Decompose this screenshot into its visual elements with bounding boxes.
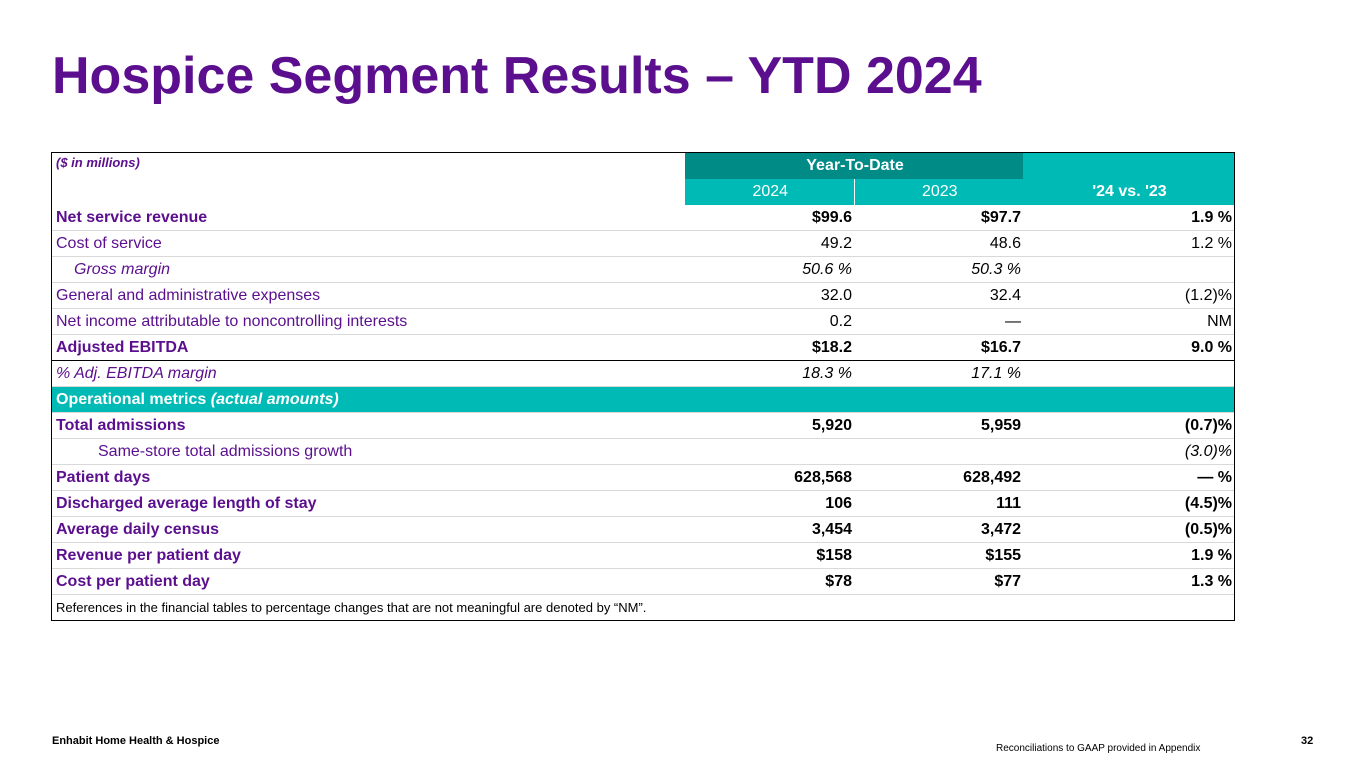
value-change: 1.9 %	[1023, 205, 1235, 231]
operational-metrics-section-header: Operational metrics (actual amounts)	[52, 386, 1235, 413]
value-2024: 5,920	[685, 412, 854, 439]
row-total-admissions: Total admissions 5,920 5,959 (0.7)%	[52, 412, 1235, 439]
unit-note: ($ in millions)	[56, 155, 140, 170]
row-net-service-revenue: Net service revenue $99.6 $97.7 1.9 %	[52, 205, 1235, 231]
financial-table: ($ in millions) Year-To-Date '24 vs. '23…	[52, 153, 1235, 620]
row-same-store-admissions-growth: Same-store total admissions growth (3.0)…	[52, 438, 1235, 465]
value-change	[1023, 256, 1235, 283]
value-2023: 32.4	[854, 282, 1024, 309]
value-2024: 32.0	[685, 282, 854, 309]
row-general-admin-expenses: General and administrative expenses 32.0…	[52, 282, 1235, 309]
value-2023: $155	[854, 542, 1024, 569]
row-adj-ebitda-margin: % Adj. EBITDA margin 18.3 % 17.1 %	[52, 360, 1235, 387]
row-label: Adjusted EBITDA	[52, 334, 685, 361]
row-label: Discharged average length of stay	[52, 490, 685, 517]
value-2024: 106	[685, 490, 854, 517]
value-2024: 50.6 %	[685, 256, 854, 283]
value-2023: 5,959	[854, 412, 1024, 439]
value-2024	[685, 438, 854, 465]
value-2023: $16.7	[854, 334, 1024, 361]
value-2024: $18.2	[685, 334, 854, 361]
company-name: Enhabit Home Health & Hospice	[52, 735, 220, 747]
value-2023: 3,472	[854, 516, 1024, 543]
value-change: (4.5)%	[1023, 490, 1235, 517]
row-discharged-alos: Discharged average length of stay 106 11…	[52, 490, 1235, 517]
hospice-results-table: ($ in millions) Year-To-Date '24 vs. '23…	[51, 152, 1235, 621]
section-title: Operational metrics	[56, 390, 207, 408]
value-change: (0.5)%	[1023, 516, 1235, 543]
year-to-date-header: Year-To-Date	[685, 153, 1024, 179]
value-2023: 50.3 %	[854, 256, 1024, 283]
value-2023: $77	[854, 568, 1024, 595]
value-2023: 48.6	[854, 230, 1024, 257]
value-2023: 111	[854, 490, 1024, 517]
row-label: % Adj. EBITDA margin	[52, 360, 685, 387]
row-label: Net service revenue	[52, 205, 685, 231]
value-change: 9.0 %	[1023, 334, 1235, 361]
row-label: Total admissions	[52, 412, 685, 439]
value-2023: —	[854, 308, 1024, 335]
table-header-row-1: ($ in millions) Year-To-Date '24 vs. '23	[52, 153, 1235, 205]
year-header-2023: 2023	[854, 179, 1024, 205]
value-change: 1.9 %	[1023, 542, 1235, 569]
row-label: Same-store total admissions growth	[52, 438, 685, 465]
table-header-row-2: 2024 2023	[52, 179, 1234, 205]
row-label: Gross margin	[52, 256, 685, 283]
row-revenue-per-patient-day: Revenue per patient day $158 $155 1.9 %	[52, 542, 1235, 569]
value-2024: $78	[685, 568, 854, 595]
footnote-text: References in the financial tables to pe…	[52, 594, 1235, 620]
value-2024: 0.2	[685, 308, 854, 335]
value-change: 1.3 %	[1023, 568, 1235, 595]
value-2023: 17.1 %	[854, 360, 1024, 387]
row-label: Cost per patient day	[52, 568, 685, 595]
row-label: Net income attributable to noncontrollin…	[52, 308, 685, 335]
value-2024: 49.2	[685, 230, 854, 257]
row-cost-of-service: Cost of service 49.2 48.6 1.2 %	[52, 230, 1235, 257]
row-noncontrolling-interests: Net income attributable to noncontrollin…	[52, 308, 1235, 335]
change-header: '24 vs. '23	[1023, 153, 1235, 205]
row-gross-margin: Gross margin 50.6 % 50.3 %	[52, 256, 1235, 283]
page-number: 32	[1301, 735, 1314, 747]
value-change: (1.2)%	[1023, 282, 1235, 309]
footnote-row: References in the financial tables to pe…	[52, 594, 1235, 620]
value-change	[1023, 360, 1235, 387]
value-2024: 3,454	[685, 516, 854, 543]
row-label: Patient days	[52, 464, 685, 491]
row-label: General and administrative expenses	[52, 282, 685, 309]
value-change: — %	[1023, 464, 1235, 491]
row-patient-days: Patient days 628,568 628,492 — %	[52, 464, 1235, 491]
row-label: Cost of service	[52, 230, 685, 257]
value-2024: $99.6	[685, 205, 854, 231]
value-2023: $97.7	[854, 205, 1024, 231]
value-change: 1.2 %	[1023, 230, 1235, 257]
page-title: Hospice Segment Results – YTD 2024	[52, 47, 982, 105]
row-label: Revenue per patient day	[52, 542, 685, 569]
row-label: Average daily census	[52, 516, 685, 543]
value-change: (3.0)%	[1023, 438, 1235, 465]
row-adjusted-ebitda: Adjusted EBITDA $18.2 $16.7 9.0 %	[52, 334, 1235, 361]
value-2024: $158	[685, 542, 854, 569]
reconciliation-note: Reconciliations to GAAP provided in Appe…	[996, 743, 1201, 754]
value-2024: 628,568	[685, 464, 854, 491]
value-2023: 628,492	[854, 464, 1024, 491]
value-2024: 18.3 %	[685, 360, 854, 387]
value-change: (0.7)%	[1023, 412, 1235, 439]
section-label: Operational metrics (actual amounts)	[52, 386, 1235, 413]
year-header-2024: 2024	[685, 179, 855, 205]
value-2023	[854, 438, 1024, 465]
section-note: (actual amounts)	[210, 390, 339, 408]
row-cost-per-patient-day: Cost per patient day $78 $77 1.3 %	[52, 568, 1235, 595]
value-change: NM	[1023, 308, 1235, 335]
row-average-daily-census: Average daily census 3,454 3,472 (0.5)%	[52, 516, 1235, 543]
